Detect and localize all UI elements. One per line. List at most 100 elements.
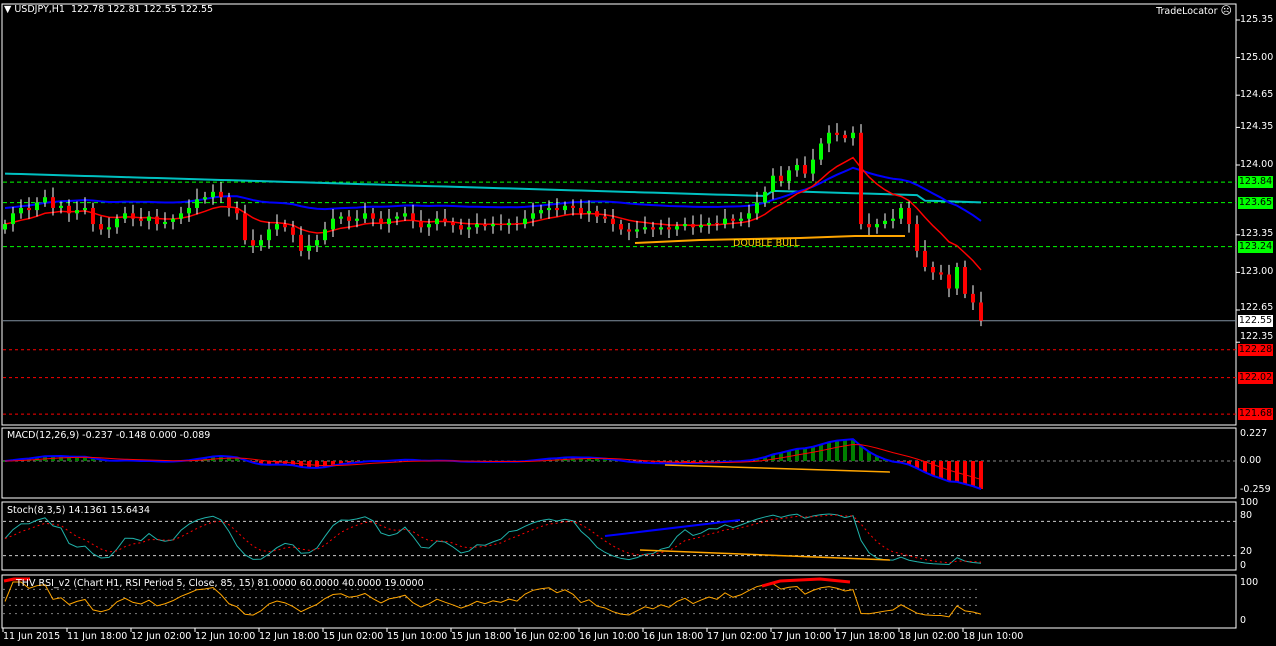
candle-body	[547, 207, 551, 211]
candle-body	[803, 164, 807, 174]
candle-body	[763, 191, 767, 203]
ohlc-readout: 122.78 122.81 122.55 122.55	[71, 4, 214, 15]
candle-body	[227, 197, 231, 208]
candle-body	[139, 218, 143, 221]
candle-body	[419, 220, 423, 228]
candle-body	[563, 205, 567, 211]
x-tick-label: 15 Jun 10:00	[387, 631, 448, 642]
candle-body	[315, 240, 319, 246]
macd-histogram-bar	[3, 461, 7, 462]
candle-body	[491, 224, 495, 227]
candle-body	[19, 207, 23, 214]
x-tick-label: 16 Jun 18:00	[643, 631, 704, 642]
macd-histogram-bar	[323, 461, 327, 468]
candle-body	[59, 205, 63, 208]
macd-histogram-bar	[963, 461, 967, 485]
macd-histogram-bar	[83, 456, 87, 461]
candle-body	[235, 207, 239, 214]
macd-histogram-bar	[803, 448, 807, 461]
macd-histogram-bar	[867, 451, 871, 461]
candle-body	[907, 207, 911, 225]
macd-histogram-bar	[835, 440, 839, 461]
candle-body	[331, 218, 335, 230]
macd-tick: 0.00	[1240, 455, 1262, 466]
candle-body	[931, 267, 935, 273]
ma-mid-line	[4, 166, 982, 222]
candle-body	[163, 221, 167, 225]
macd-histogram-bar	[915, 461, 919, 469]
macd-histogram-bar	[779, 452, 783, 461]
ma-slow-line	[4, 172, 982, 204]
candle-body	[99, 224, 103, 230]
macd-histogram-bar	[947, 461, 951, 482]
macd-histogram-bar	[771, 454, 775, 461]
candle-body	[539, 210, 543, 214]
candle-body	[979, 302, 983, 321]
macd-histogram-bar	[843, 439, 847, 461]
macd-title: MACD(12,26,9) -0.237 -0.148 0.000 -0.089	[7, 430, 211, 441]
candle-body	[291, 227, 295, 235]
candle-body	[867, 224, 871, 228]
candle-body	[875, 224, 879, 228]
macd-histogram-bar	[827, 442, 831, 461]
macd-histogram-bar	[595, 458, 599, 461]
double-bull-label: DOUBLE BULL	[733, 238, 800, 249]
candle-body	[755, 202, 759, 214]
x-tick-label: 17 Jun 02:00	[707, 631, 768, 642]
sad-face-icon: ☹	[1220, 4, 1232, 17]
candle-body	[155, 216, 159, 225]
macd-histogram-bar	[971, 461, 975, 487]
x-tick-label: 12 Jun 02:00	[131, 631, 192, 642]
candle-body	[443, 218, 447, 222]
candle-body	[355, 218, 359, 221]
candle-body	[3, 224, 7, 230]
candle-body	[643, 227, 647, 230]
candle-body	[947, 274, 951, 289]
symbol-dropdown[interactable]: ▼ USDJPY,H1 122.78 122.81 122.55 122.55	[4, 4, 213, 16]
x-tick-label: 15 Jun 02:00	[323, 631, 384, 642]
candle-body	[611, 218, 615, 225]
candle-body	[971, 293, 975, 303]
candle-body	[83, 207, 87, 211]
candle-body	[507, 222, 511, 226]
candle-body	[579, 207, 583, 214]
macd-main-line	[4, 438, 982, 490]
trade-locator[interactable]: TradeLocator ☹	[1156, 5, 1232, 18]
pane-frame-3	[1, 574, 1237, 629]
y-tick-label: 123.35	[1240, 227, 1274, 239]
x-tick-label: 17 Jun 10:00	[771, 631, 832, 642]
x-tick-label: 16 Jun 02:00	[515, 631, 576, 642]
candle-body	[891, 218, 895, 221]
symbol-label: USDJPY,H1	[14, 4, 65, 15]
candle-body	[75, 210, 79, 214]
candle-body	[395, 216, 399, 219]
macd-histogram-bar	[227, 456, 231, 461]
candle-body	[299, 234, 303, 251]
y-tick-label: 124.65	[1240, 89, 1274, 101]
macd-signal-line	[4, 444, 982, 480]
candle-body	[67, 205, 71, 214]
candle-body	[467, 227, 471, 230]
candle-body	[827, 132, 831, 144]
candle-body	[243, 213, 247, 241]
stoch-divergence-orange	[639, 549, 891, 561]
macd-histogram-bar	[875, 456, 879, 461]
candle-body	[699, 225, 703, 228]
stoch-divergence-blue	[604, 519, 741, 537]
candle-body	[115, 218, 119, 228]
x-tick-label: 11 Jun 18:00	[67, 631, 128, 642]
candle-body	[923, 250, 927, 268]
candle-body	[459, 225, 463, 230]
rsi-overbought-highlight	[3, 577, 30, 583]
candle-body	[435, 218, 439, 225]
x-tick-label: 11 Jun 2015	[3, 631, 61, 642]
candle-body	[819, 143, 823, 160]
candle-body	[515, 222, 519, 225]
candle-body	[603, 216, 607, 219]
candle-body	[451, 221, 455, 226]
candle-body	[595, 211, 599, 217]
candle-body	[859, 132, 863, 225]
candle-body	[347, 216, 351, 221]
candle-body	[171, 218, 175, 222]
